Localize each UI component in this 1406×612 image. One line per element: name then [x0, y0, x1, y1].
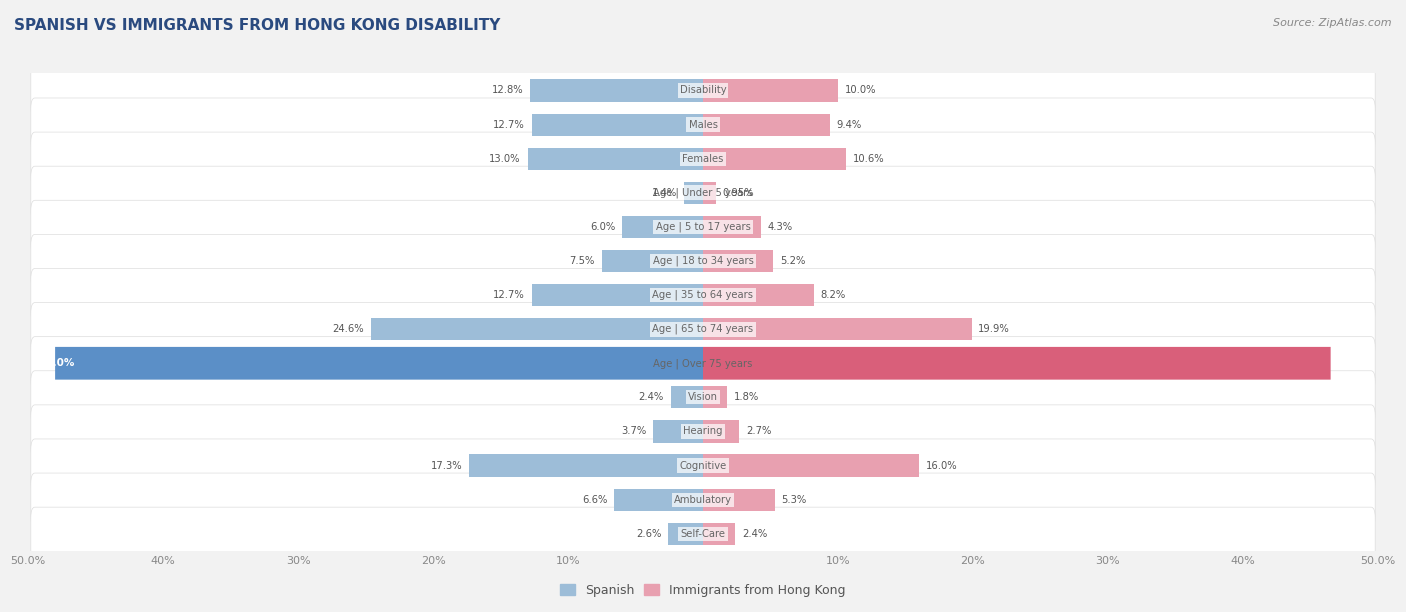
Text: 4.3%: 4.3% — [768, 222, 793, 232]
Text: Vision: Vision — [688, 392, 718, 402]
Legend: Spanish, Immigrants from Hong Kong: Spanish, Immigrants from Hong Kong — [555, 579, 851, 602]
Text: Males: Males — [689, 119, 717, 130]
Text: 7.5%: 7.5% — [569, 256, 595, 266]
FancyBboxPatch shape — [31, 405, 1375, 458]
FancyBboxPatch shape — [31, 269, 1375, 322]
Text: Hearing: Hearing — [683, 427, 723, 436]
FancyBboxPatch shape — [530, 80, 703, 102]
Text: 8.2%: 8.2% — [821, 290, 845, 300]
Text: 5.3%: 5.3% — [782, 494, 807, 505]
FancyBboxPatch shape — [703, 488, 775, 511]
FancyBboxPatch shape — [703, 80, 838, 102]
Text: 0.95%: 0.95% — [723, 188, 754, 198]
FancyBboxPatch shape — [31, 507, 1375, 561]
FancyBboxPatch shape — [31, 200, 1375, 253]
Text: Females: Females — [682, 154, 724, 163]
Text: 6.6%: 6.6% — [582, 494, 607, 505]
FancyBboxPatch shape — [31, 98, 1375, 151]
FancyBboxPatch shape — [371, 318, 703, 340]
Text: 2.6%: 2.6% — [636, 529, 661, 539]
FancyBboxPatch shape — [703, 284, 814, 306]
Text: Source: ZipAtlas.com: Source: ZipAtlas.com — [1274, 18, 1392, 28]
FancyBboxPatch shape — [31, 371, 1375, 424]
Text: Age | Under 5 years: Age | Under 5 years — [654, 187, 752, 198]
Text: 12.7%: 12.7% — [494, 119, 524, 130]
Text: Age | 5 to 17 years: Age | 5 to 17 years — [655, 222, 751, 232]
FancyBboxPatch shape — [685, 182, 703, 204]
FancyBboxPatch shape — [703, 182, 716, 204]
FancyBboxPatch shape — [602, 250, 703, 272]
Text: 6.0%: 6.0% — [591, 222, 616, 232]
Text: 12.7%: 12.7% — [494, 290, 524, 300]
FancyBboxPatch shape — [470, 455, 703, 477]
FancyBboxPatch shape — [703, 420, 740, 442]
Text: 1.4%: 1.4% — [652, 188, 678, 198]
Text: 17.3%: 17.3% — [432, 461, 463, 471]
Text: Age | 35 to 64 years: Age | 35 to 64 years — [652, 290, 754, 300]
FancyBboxPatch shape — [31, 302, 1375, 356]
Text: 3.7%: 3.7% — [621, 427, 647, 436]
FancyBboxPatch shape — [703, 455, 920, 477]
FancyBboxPatch shape — [703, 386, 727, 408]
Text: 16.0%: 16.0% — [925, 461, 957, 471]
FancyBboxPatch shape — [31, 166, 1375, 219]
Text: 48.0%: 48.0% — [39, 358, 76, 368]
FancyBboxPatch shape — [703, 216, 761, 238]
FancyBboxPatch shape — [703, 347, 1330, 379]
Text: 10.0%: 10.0% — [845, 86, 876, 95]
FancyBboxPatch shape — [703, 318, 972, 340]
FancyBboxPatch shape — [671, 386, 703, 408]
FancyBboxPatch shape — [621, 216, 703, 238]
Text: 10.6%: 10.6% — [853, 154, 884, 163]
Text: Ambulatory: Ambulatory — [673, 494, 733, 505]
Text: 19.9%: 19.9% — [979, 324, 1010, 334]
FancyBboxPatch shape — [31, 473, 1375, 526]
FancyBboxPatch shape — [31, 234, 1375, 288]
Text: Age | 65 to 74 years: Age | 65 to 74 years — [652, 324, 754, 334]
Text: 9.4%: 9.4% — [837, 119, 862, 130]
FancyBboxPatch shape — [652, 420, 703, 442]
Text: 2.4%: 2.4% — [742, 529, 768, 539]
Text: 1.8%: 1.8% — [734, 392, 759, 402]
Text: SPANISH VS IMMIGRANTS FROM HONG KONG DISABILITY: SPANISH VS IMMIGRANTS FROM HONG KONG DIS… — [14, 18, 501, 34]
FancyBboxPatch shape — [527, 147, 703, 170]
Text: Disability: Disability — [679, 86, 727, 95]
Text: 12.8%: 12.8% — [492, 86, 523, 95]
FancyBboxPatch shape — [703, 523, 735, 545]
FancyBboxPatch shape — [703, 113, 830, 136]
FancyBboxPatch shape — [703, 147, 846, 170]
FancyBboxPatch shape — [55, 347, 703, 379]
FancyBboxPatch shape — [531, 113, 703, 136]
FancyBboxPatch shape — [31, 132, 1375, 185]
Text: 5.2%: 5.2% — [780, 256, 806, 266]
FancyBboxPatch shape — [614, 488, 703, 511]
Text: 13.0%: 13.0% — [489, 154, 520, 163]
FancyBboxPatch shape — [31, 64, 1375, 117]
Text: Cognitive: Cognitive — [679, 461, 727, 471]
FancyBboxPatch shape — [31, 439, 1375, 492]
Text: 46.5%: 46.5% — [1330, 358, 1367, 368]
Text: 24.6%: 24.6% — [333, 324, 364, 334]
FancyBboxPatch shape — [668, 523, 703, 545]
FancyBboxPatch shape — [703, 250, 773, 272]
Text: Age | Over 75 years: Age | Over 75 years — [654, 358, 752, 368]
FancyBboxPatch shape — [531, 284, 703, 306]
Text: Self-Care: Self-Care — [681, 529, 725, 539]
Text: Age | 18 to 34 years: Age | 18 to 34 years — [652, 256, 754, 266]
Text: 2.7%: 2.7% — [747, 427, 772, 436]
Text: 2.4%: 2.4% — [638, 392, 664, 402]
FancyBboxPatch shape — [31, 337, 1375, 390]
